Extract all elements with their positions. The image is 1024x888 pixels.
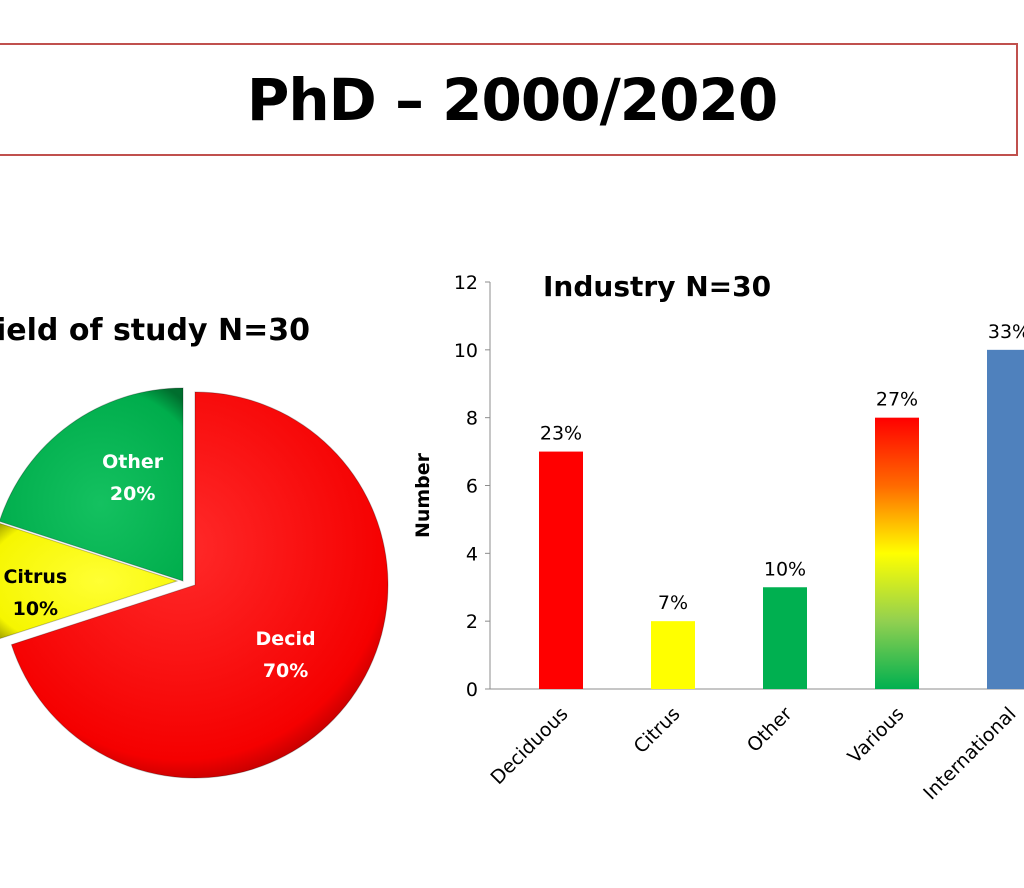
bar-deciduous [539, 451, 583, 689]
y-tick-label: 10 [454, 340, 478, 362]
pie-label-decid: Decid [256, 628, 316, 650]
category-label-deciduous: Deciduous [486, 703, 572, 789]
data-label-deciduous: 23% [540, 423, 582, 445]
pie-chart: Decid 70% Citrus 10% Other 20% [0, 387, 389, 779]
y-tick-label: 0 [466, 679, 478, 701]
title-box: PhD – 2000/2020 [0, 43, 1018, 156]
bar-international [987, 349, 1024, 689]
data-label-international: 33% [988, 321, 1024, 343]
data-label-citrus: 7% [658, 592, 688, 614]
pie-pct-citrus: 10% [13, 598, 58, 620]
bar-citrus [651, 621, 695, 689]
data-label-various: 27% [876, 389, 918, 411]
bar-chart-title: Industry N=30 [543, 270, 772, 303]
y-tick-label: 4 [466, 543, 478, 565]
y-axis-label: Number [412, 452, 434, 538]
pie-pct-decid: 70% [263, 660, 308, 682]
pie-label-citrus: Citrus [3, 566, 67, 588]
y-tick-label: 2 [466, 611, 478, 633]
y-tick-label: 12 [454, 272, 478, 294]
y-tick-label: 8 [466, 408, 478, 430]
category-label-international: International [919, 703, 1020, 804]
category-label-various: Various [844, 703, 909, 768]
pie-slice-citrus: Citrus 10% [0, 522, 179, 640]
bar-other [763, 587, 807, 689]
pie-slice-decid: Decid 70% [10, 391, 389, 779]
pie-pct-other: 20% [110, 483, 155, 505]
y-tick-label: 6 [466, 476, 478, 498]
data-label-other: 10% [764, 558, 806, 580]
bar-various [875, 417, 919, 689]
page-title: PhD – 2000/2020 [246, 65, 778, 134]
pie-chart-title: ield of study N=30 [0, 313, 310, 348]
category-label-citrus: Citrus [630, 703, 685, 758]
pie-label-other: Other [102, 451, 164, 473]
pie-slice-other: Other 20% [0, 387, 184, 582]
category-label-other: Other [743, 703, 797, 757]
